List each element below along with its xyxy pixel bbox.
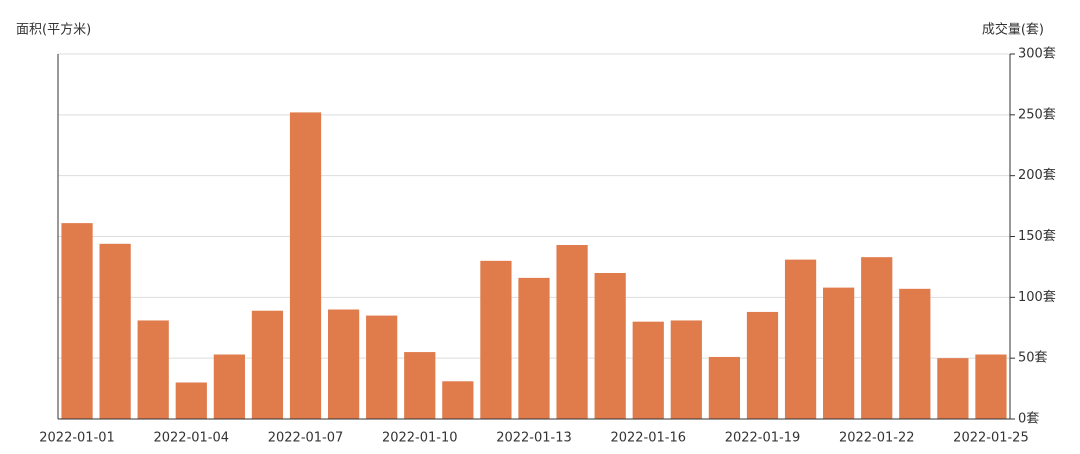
bar (251, 310, 284, 419)
bar (289, 112, 322, 420)
bar (937, 358, 969, 419)
x-tick-label: 2022-01-07 (268, 431, 344, 446)
x-tick-label: 2022-01-25 (953, 431, 1029, 446)
bar (899, 288, 931, 419)
bar (61, 223, 93, 419)
y2-tick-label: 0套 (1018, 411, 1039, 427)
x-tick-label: 2022-01-04 (153, 431, 229, 446)
y-axis-title: 面积(平方米) (16, 22, 91, 38)
bar (442, 381, 474, 419)
x-tick-label: 2022-01-16 (610, 431, 686, 446)
bar (137, 320, 169, 419)
y2-tick-label: 250套 (1018, 106, 1056, 122)
x-tick-label: 2022-01-19 (725, 431, 801, 446)
bar (175, 382, 207, 419)
bar (366, 315, 398, 419)
bar (213, 354, 245, 419)
bar (746, 311, 779, 419)
bar (708, 356, 741, 419)
bar (632, 321, 664, 419)
bar (480, 260, 512, 419)
bar (556, 245, 588, 419)
y2-tick-label: 200套 (1018, 167, 1056, 183)
y2-axis-title: 成交量(套) (982, 22, 1044, 38)
y2-tick-label: 150套 (1018, 228, 1056, 244)
y2-tick-label: 100套 (1018, 289, 1056, 305)
bar (670, 320, 702, 419)
bar (823, 287, 855, 419)
x-tick-label: 2022-01-22 (839, 431, 915, 446)
bar (99, 243, 131, 419)
x-tick-label: 2022-01-13 (496, 431, 572, 446)
y2-tick-label: 300套 (1018, 46, 1056, 62)
bar (327, 309, 360, 419)
bar (861, 257, 893, 419)
bar (594, 273, 626, 419)
bar (784, 259, 817, 419)
bar (975, 354, 1007, 419)
bar (518, 277, 550, 419)
x-tick-label: 2022-01-01 (39, 431, 115, 446)
bar (404, 352, 436, 419)
x-tick-label: 2022-01-10 (382, 431, 458, 446)
y2-tick-label: 50套 (1018, 350, 1048, 366)
